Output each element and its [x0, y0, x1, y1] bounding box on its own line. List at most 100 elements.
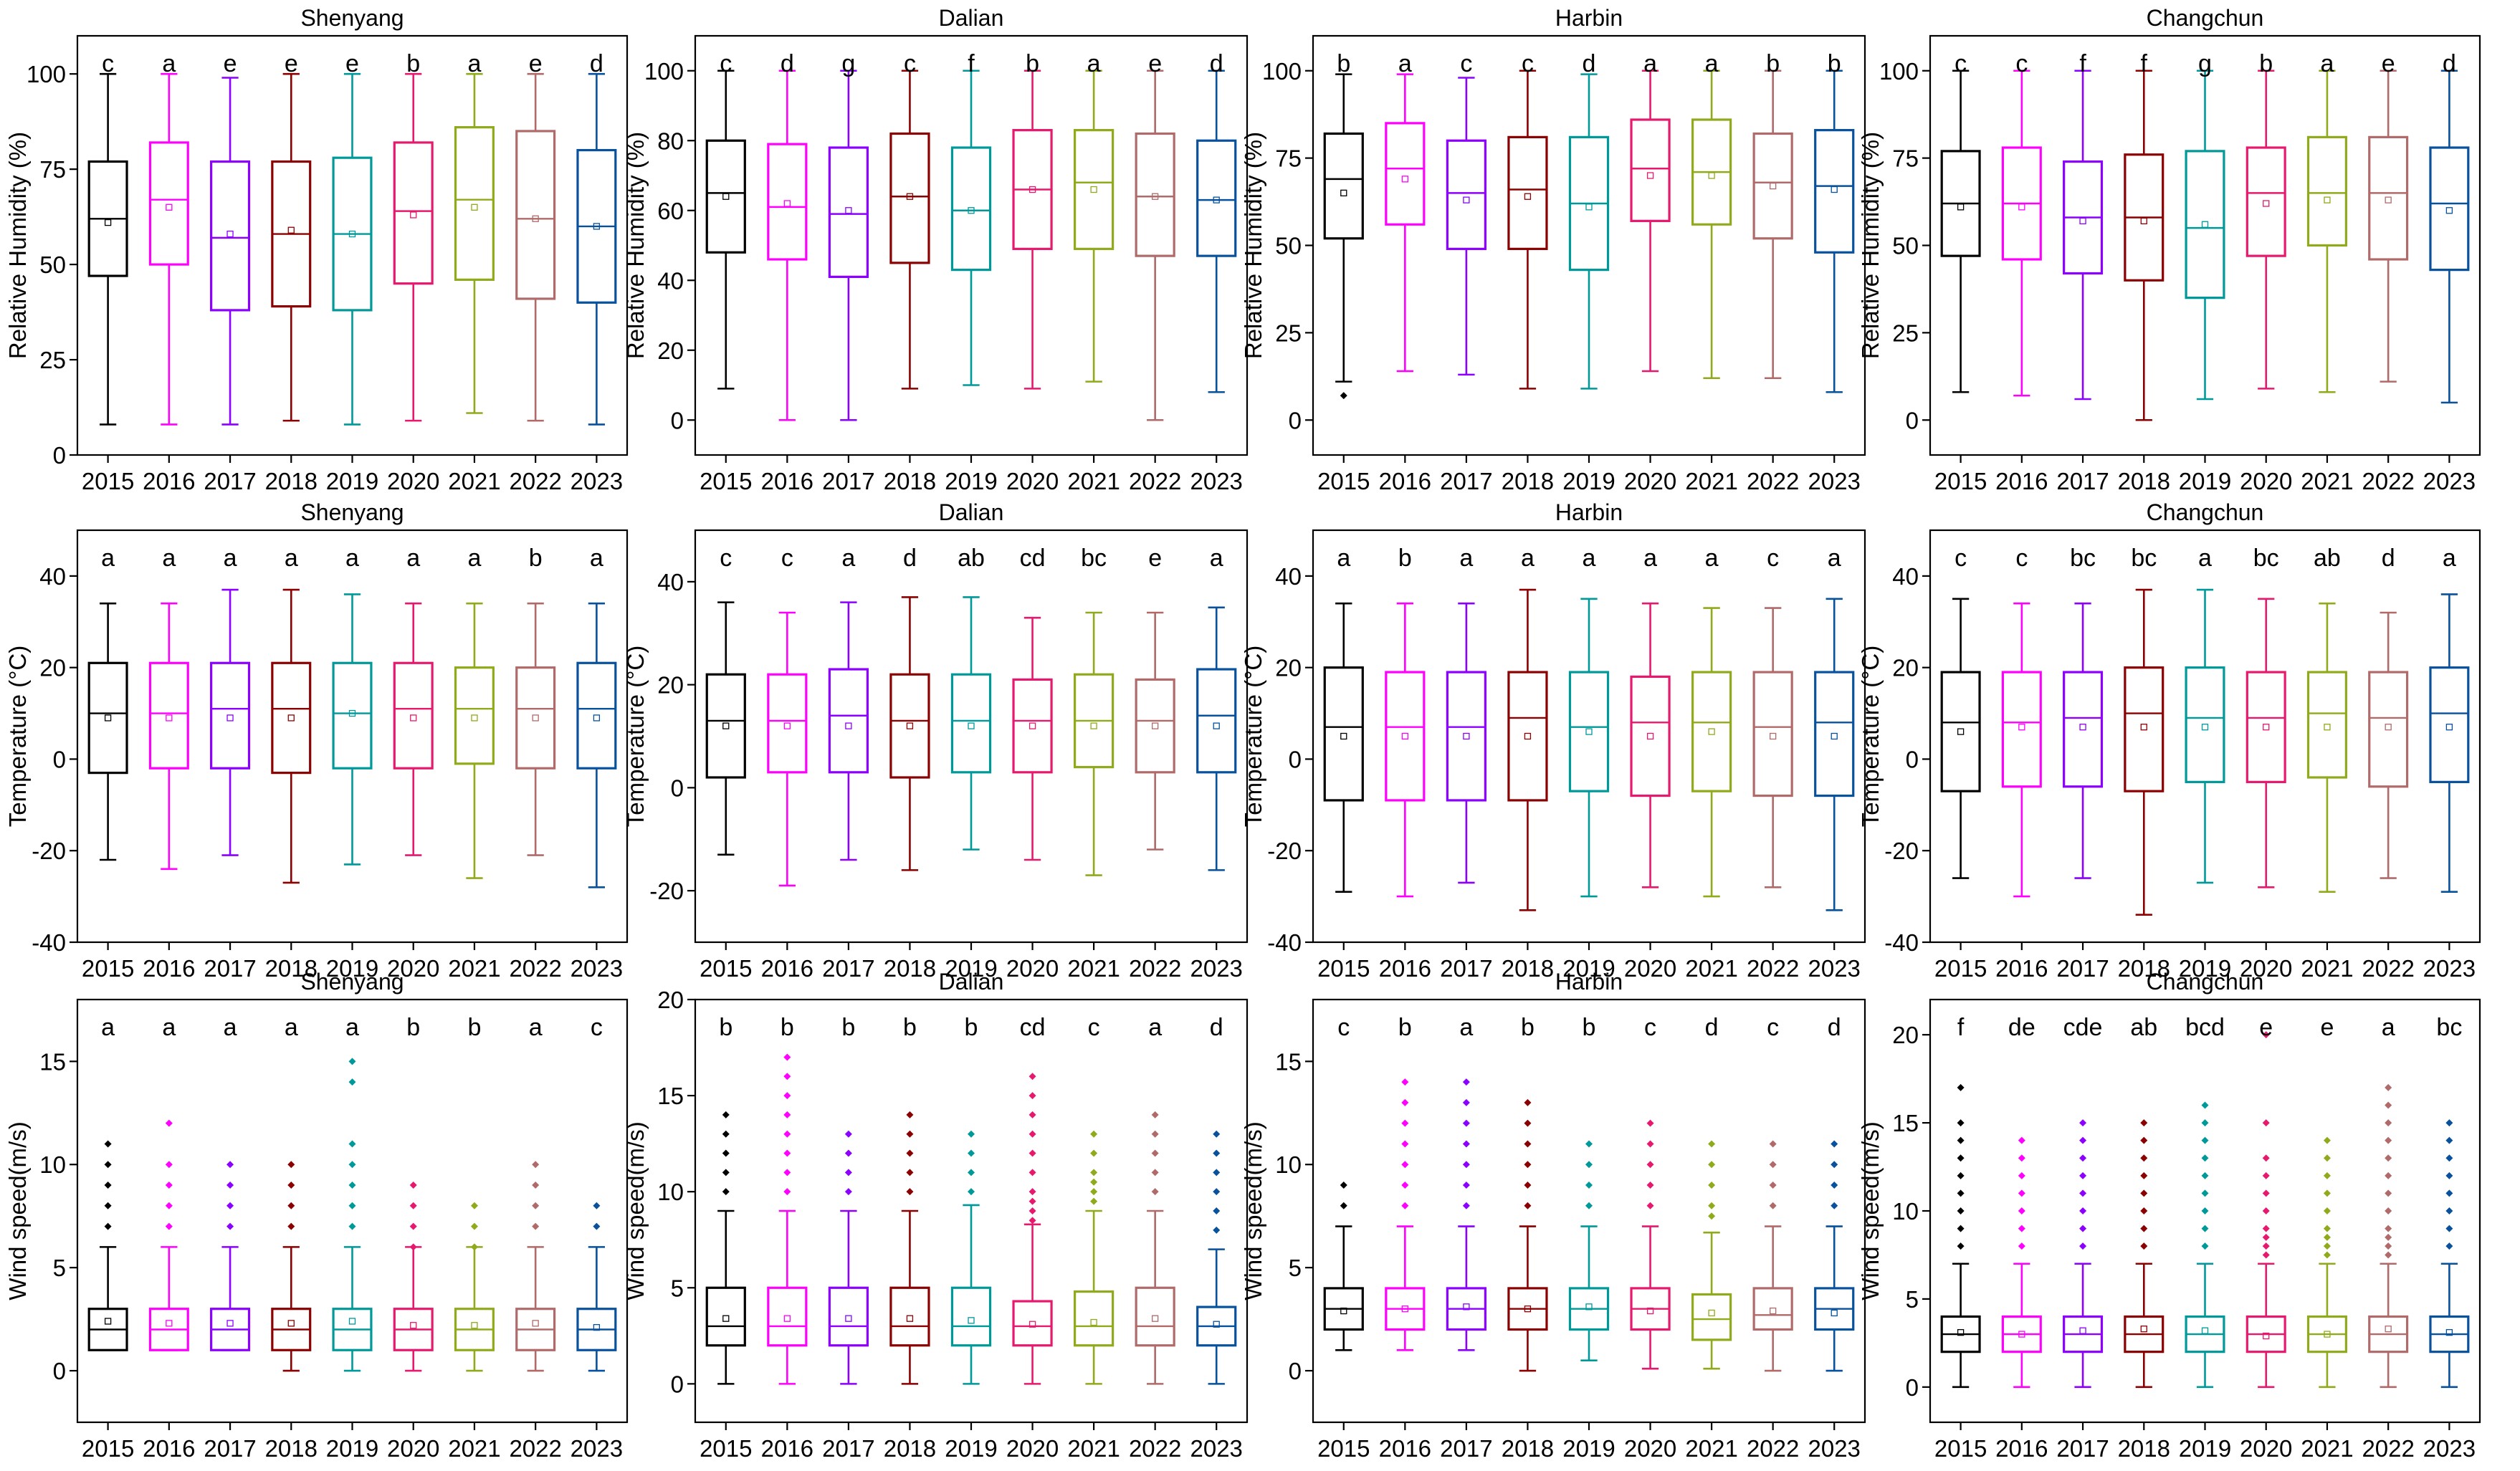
- y-tick-label: 0: [1906, 746, 1919, 772]
- outlier-point: [2323, 1225, 2331, 1232]
- iqr-box: [393, 661, 434, 770]
- chart-panel-7: Harbin -40 -20 0 20 40 Temperature (°C) 2015 201…: [1240, 499, 1866, 982]
- y-tick-label: 0: [671, 775, 684, 801]
- outlier-point: [2323, 1136, 2331, 1144]
- significance-letter: c: [1644, 1014, 1656, 1041]
- outlier-point: [165, 1222, 173, 1230]
- x-tick-label: 2016: [1995, 955, 2048, 982]
- box-2022: a: [515, 1014, 556, 1372]
- outlier-point: [1957, 1242, 1965, 1250]
- y-tick-label: 20: [657, 672, 684, 699]
- mean-marker: [410, 1322, 417, 1329]
- significance-letter: b: [467, 1014, 481, 1041]
- iqr-box: [705, 1286, 746, 1347]
- mean-marker: [1152, 193, 1159, 200]
- iqr-box: [1940, 671, 1981, 792]
- outlier-point: [1401, 1098, 1409, 1106]
- outlier-point: [844, 1169, 852, 1177]
- outlier-point: [783, 1111, 791, 1118]
- outlier-point: [2323, 1242, 2331, 1250]
- mean-marker: [226, 1320, 234, 1327]
- significance-letter: c: [720, 545, 732, 572]
- x-tick-label: 2022: [1129, 1435, 1181, 1462]
- y-tick-label: 15: [657, 1083, 684, 1109]
- significance-letter: f: [2141, 50, 2148, 77]
- box-2017: a: [210, 1014, 251, 1351]
- x-tick-label: 2019: [1562, 955, 1615, 982]
- outlier-point: [1090, 1178, 1098, 1186]
- iqr-box: [1135, 1286, 1175, 1347]
- y-tick-label: 5: [53, 1255, 66, 1281]
- x-tick-label: 2019: [1562, 468, 1615, 494]
- y-tick-label: 40: [657, 267, 684, 294]
- box-2015: c: [1940, 545, 1981, 879]
- mean-marker: [845, 1315, 852, 1322]
- x-tick-label: 2021: [448, 1435, 500, 1462]
- mean-marker: [1401, 732, 1408, 740]
- y-axis-label: Temperature (°C): [4, 646, 31, 827]
- significance-letter: d: [2443, 50, 2456, 77]
- significance-letter: c: [1767, 545, 1779, 572]
- mean-marker: [287, 714, 295, 722]
- outlier-point: [470, 1202, 478, 1209]
- outlier-point: [1462, 1140, 1470, 1148]
- x-tick-label: 2018: [884, 468, 936, 494]
- significance-letter: c: [102, 50, 114, 77]
- outlier-point: [1213, 1169, 1221, 1177]
- significance-letter: c: [591, 1014, 603, 1041]
- significance-letter: b: [719, 1014, 732, 1041]
- outlier-point: [1401, 1202, 1409, 1209]
- box-2022: a: [1135, 1014, 1175, 1385]
- outlier-point: [2201, 1119, 2209, 1127]
- chart-title: Shenyang: [300, 5, 404, 31]
- outlier-point: [1151, 1188, 1159, 1196]
- x-tick-label: 2016: [143, 468, 195, 494]
- box-2018: c: [889, 50, 930, 390]
- outlier-point: [2323, 1233, 2331, 1241]
- outlier-point: [348, 1222, 356, 1230]
- outlier-point: [1401, 1140, 1409, 1148]
- outlier-point: [1524, 1098, 1532, 1106]
- outlier-point: [2385, 1119, 2392, 1127]
- box-2015: c: [87, 50, 128, 426]
- outlier-point: [165, 1161, 173, 1169]
- outlier-point: [783, 1188, 791, 1196]
- outlier-point: [2201, 1189, 2209, 1197]
- outlier-point: [2018, 1242, 2025, 1250]
- significance-letter: bc: [2070, 545, 2096, 572]
- outlier-point: [1462, 1182, 1470, 1189]
- iqr-box: [1196, 139, 1237, 257]
- mean-marker: [1090, 1318, 1097, 1326]
- outlier-point: [2323, 1154, 2331, 1162]
- box-2022: c: [1752, 1014, 1793, 1372]
- significance-letter: bc: [2253, 545, 2279, 572]
- outlier-point: [226, 1222, 234, 1230]
- x-tick-label: 2021: [2301, 955, 2353, 982]
- x-tick-label: 2016: [761, 1435, 813, 1462]
- box-2018: b: [1507, 1014, 1548, 1372]
- box-2017: c: [1446, 50, 1487, 376]
- y-tick-label: 5: [1289, 1255, 1302, 1281]
- outlier-point: [1957, 1189, 1965, 1197]
- y-tick-label: 20: [1892, 1022, 1919, 1048]
- box-2022: e: [1135, 545, 1175, 851]
- significance-letter: a: [162, 1014, 176, 1041]
- box-2022: e: [515, 50, 556, 422]
- outlier-point: [906, 1130, 914, 1138]
- outlier-point: [348, 1140, 356, 1148]
- significance-letter: e: [1148, 545, 1162, 572]
- box-2020: b: [1012, 50, 1053, 390]
- outlier-point: [287, 1182, 295, 1189]
- outlier-point: [2018, 1207, 2025, 1214]
- x-tick-label: 2017: [822, 1435, 874, 1462]
- significance-letter: a: [1643, 545, 1657, 572]
- x-tick-label: 2019: [945, 955, 997, 982]
- mean-marker: [1401, 176, 1408, 183]
- x-tick-label: 2022: [509, 955, 561, 982]
- x-tick-label: 2018: [1502, 468, 1554, 494]
- iqr-box: [1752, 1287, 1793, 1331]
- iqr-box: [1630, 675, 1671, 797]
- mean-marker: [783, 1315, 791, 1322]
- mean-marker: [783, 722, 791, 729]
